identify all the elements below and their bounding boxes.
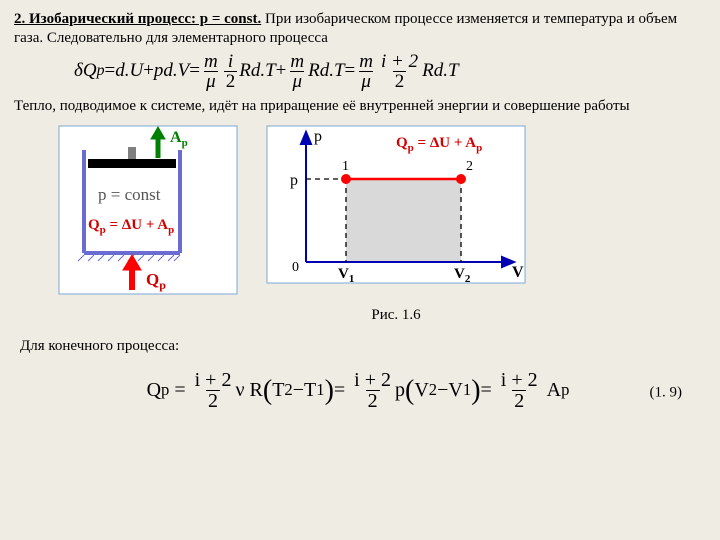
ef-R: R — [250, 378, 263, 403]
p-tick: p — [290, 172, 298, 189]
ef-T1s: 1 — [316, 380, 324, 401]
eq1-RdT2: Rd.T — [308, 59, 344, 83]
ef-Qp-sub: p — [161, 380, 169, 401]
ef-m1: − — [293, 378, 304, 403]
final-label: Для конечного процесса: — [20, 337, 702, 356]
frac-num: i + 2 — [379, 52, 420, 71]
piston-figure: Ap p = const Qp = ΔU + Ap Qp — [58, 125, 238, 325]
heading: 2. Изобарический процесс: p = const. — [14, 11, 261, 27]
eq1-dU: d.U — [115, 59, 143, 83]
eq1-frac-m-mu-2: m μ — [288, 52, 306, 91]
figure-caption: Рис. 1.6 — [266, 306, 526, 325]
eq1-plus2: + — [276, 59, 287, 83]
eq1-RdT3: Rd.T — [422, 59, 458, 83]
eq1-eq3: = — [345, 59, 356, 83]
pt1-label: 1 — [342, 159, 349, 174]
ef-T2: T — [272, 378, 284, 403]
piston-shaft — [128, 147, 136, 159]
frac-den: 2 — [512, 390, 526, 411]
ef-Qp: Q — [147, 378, 161, 403]
frac-num: i + 2 — [499, 370, 540, 390]
ef-rp2: ) — [471, 373, 480, 408]
ef-m2: − — [437, 378, 448, 403]
mid-text: Тепло, подводимое к системе, идёт на при… — [14, 97, 702, 116]
ef-eq3: = — [481, 378, 497, 403]
eq1-dq: δQ — [74, 59, 97, 83]
eq1-RdT1: Rd.T — [239, 59, 275, 83]
frac-num: m — [357, 52, 375, 71]
ef-T1: T — [304, 378, 316, 403]
pt2-label: 2 — [466, 159, 473, 174]
ef-frac2: i + 2 2 — [352, 370, 393, 411]
ef-eq1: = — [169, 378, 190, 403]
eq1-frac-ip2: i + 2 2 — [379, 52, 420, 91]
frac-num: i + 2 — [193, 370, 234, 390]
frac-num: m — [288, 52, 306, 71]
ef-frac1: i + 2 2 — [193, 370, 234, 411]
ef-Aps: p — [561, 380, 569, 401]
ef-Ap: A — [547, 378, 561, 403]
ef-V2: V — [414, 378, 428, 403]
shaded-area — [346, 179, 461, 262]
figures-row: Ap p = const Qp = ΔU + Ap Qp — [58, 125, 702, 325]
frac-den: μ — [290, 71, 304, 91]
ef-V1: V — [448, 378, 462, 403]
equation-number: (1. 9) — [650, 383, 683, 402]
origin-label: 0 — [292, 260, 299, 275]
eq1-pdV: pd.V — [154, 59, 189, 83]
equation-final: Qp = i + 2 2 ν R ( T2 − T1 ) = i + 2 2 p… — [147, 370, 570, 411]
graph-figure: p V 0 p 1 2 V1 V2 Qp = — [266, 125, 526, 300]
x-axis-label: V — [512, 264, 524, 281]
piston-head — [88, 159, 176, 168]
ef-lp2: ( — [405, 373, 414, 408]
eq1-frac-i2-1: i 2 — [224, 52, 238, 91]
frac-num: i — [226, 52, 235, 71]
point-2 — [456, 174, 466, 184]
ef-T2s: 2 — [284, 380, 292, 401]
y-axis-label: p — [314, 128, 322, 145]
equation-delta-qp: δQp = d.U + pd.V = m μ i 2 Rd.T + m μ Rd… — [14, 52, 702, 91]
ef-V1s: 1 — [463, 380, 471, 401]
label-p-const: p = const — [98, 185, 161, 204]
ef-frac3: i + 2 2 — [499, 370, 540, 411]
eq1-eq2: = — [189, 59, 200, 83]
eq1-frac-m-mu-1: m μ — [202, 52, 220, 91]
frac-num: m — [202, 52, 220, 71]
point-1 — [341, 174, 351, 184]
ef-nu: ν — [235, 378, 244, 403]
ef-rp1: ) — [325, 373, 334, 408]
eq1-plus1: + — [143, 59, 154, 83]
equation-final-row: Qp = i + 2 2 ν R ( T2 − T1 ) = i + 2 2 p… — [14, 368, 702, 417]
ef-p: p — [395, 378, 405, 403]
heading-line: 2. Изобарический процесс: p = const. При… — [14, 10, 702, 48]
ef-lp1: ( — [263, 373, 272, 408]
eq1-dq-sub: p — [97, 61, 105, 81]
ef-eq2: = — [334, 378, 350, 403]
frac-num: i + 2 — [352, 370, 393, 390]
eq1-eq1: = — [104, 59, 115, 83]
frac-den: μ — [359, 71, 373, 91]
ef-V2s: 2 — [429, 380, 437, 401]
frac-den: 2 — [393, 71, 407, 91]
frac-den: 2 — [224, 71, 238, 91]
eq1-frac-m-mu-3: m μ — [357, 52, 375, 91]
frac-den: 2 — [366, 390, 380, 411]
frac-den: μ — [204, 71, 218, 91]
graph-figure-wrap: p V 0 p 1 2 V1 V2 Qp = — [266, 125, 526, 325]
frac-den: 2 — [206, 390, 220, 411]
